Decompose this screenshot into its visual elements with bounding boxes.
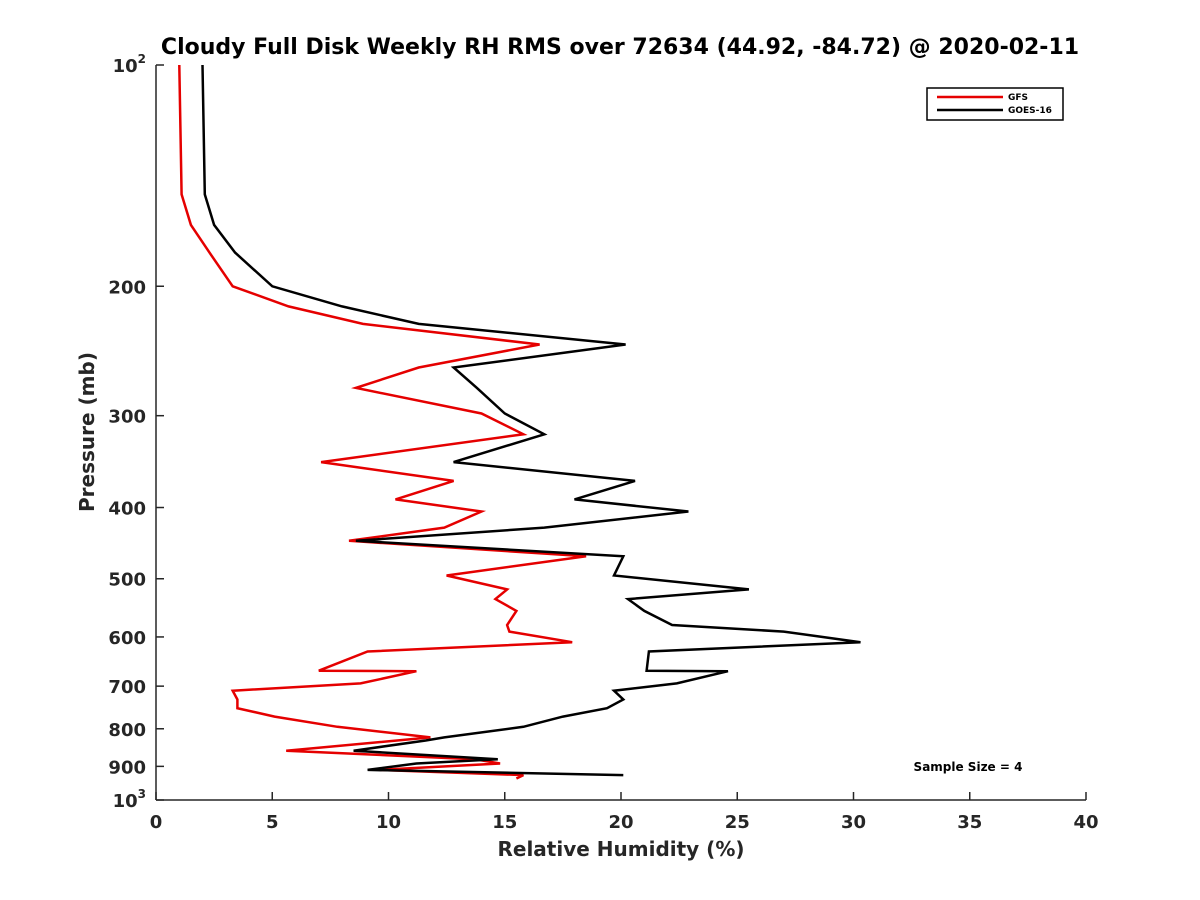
- x-tick-label: 5: [266, 812, 279, 833]
- x-tick-label: 10: [376, 812, 401, 833]
- y-tick-label: 102: [113, 52, 146, 77]
- x-tick-label: 20: [608, 812, 633, 833]
- y-axis-ticks: 102 200 300 400 500 600 700 800 900 103: [108, 52, 164, 812]
- y-tick-label: 700: [108, 677, 146, 698]
- y-tick-label: 500: [108, 570, 146, 591]
- x-axis-ticks: 0 5 10 15 20 25 30 35 40: [150, 792, 1099, 833]
- y-tick-label: 200: [108, 277, 146, 298]
- legend-box: [926, 87, 1064, 121]
- legend-label-gfs: GFS: [1008, 93, 1028, 103]
- y-tick-label: 800: [108, 720, 146, 741]
- chart-title: Cloudy Full Disk Weekly RH RMS over 7263…: [161, 35, 1079, 60]
- legend-label-goes16: GOES-16: [1008, 106, 1052, 116]
- series-line-goes16: [201, 64, 861, 777]
- x-tick-label: 25: [725, 812, 750, 833]
- x-tick-label: 40: [1073, 812, 1098, 833]
- y-tick-label: 103: [113, 787, 146, 812]
- x-tick-label: 15: [492, 812, 517, 833]
- y-tick-label: 600: [108, 628, 146, 649]
- y-tick-label: 900: [108, 757, 146, 778]
- x-axis-label: Relative Humidity (%): [497, 837, 744, 861]
- x-tick-label: 30: [841, 812, 866, 833]
- y-tick-label: 400: [108, 499, 146, 520]
- y-axis-label: Pressure (mb): [75, 352, 99, 512]
- legend: GFS GOES-16: [926, 87, 1064, 121]
- series-layer: [178, 64, 861, 780]
- series-line-gfs: [178, 64, 587, 780]
- x-tick-label: 35: [957, 812, 982, 833]
- y-tick-label: 300: [108, 407, 146, 428]
- sample-size-annotation: Sample Size = 4: [914, 760, 1023, 774]
- x-tick-label: 0: [150, 812, 163, 833]
